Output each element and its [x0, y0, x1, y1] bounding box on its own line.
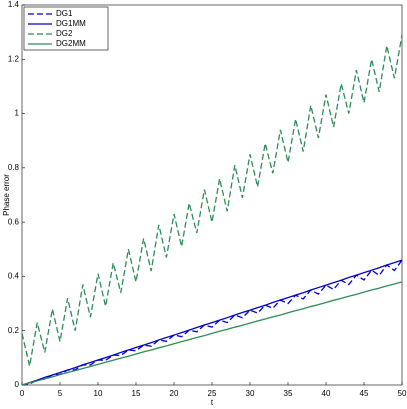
x-axis-label: t [211, 398, 214, 407]
x-tick-label: 10 [94, 389, 103, 398]
x-tick-label: 30 [246, 389, 255, 398]
y-tick-label: 0.2 [8, 326, 20, 335]
x-tick-label: 45 [360, 389, 369, 398]
x-tick-label: 50 [398, 389, 407, 398]
legend-label: DG1 [56, 9, 73, 18]
legend-label: DG2MM [56, 39, 86, 48]
series-line [21, 34, 403, 367]
y-tick-label: 0.6 [8, 217, 20, 226]
legend-label: DG2 [56, 29, 73, 38]
y-tick-label: 1.4 [8, 0, 20, 9]
x-tick-label: 5 [58, 389, 63, 398]
x-tick-label: 25 [208, 389, 217, 398]
x-tick-label: 35 [284, 389, 293, 398]
legend-label: DG1MM [56, 19, 86, 28]
y-tick-label: 1 [15, 109, 20, 118]
x-tick-label: 20 [170, 389, 179, 398]
plot-frame [21, 4, 403, 386]
x-tick-label: 15 [132, 389, 141, 398]
y-tick-label: 1.2 [8, 54, 20, 63]
series-line [21, 259, 403, 386]
y-tick-label: 0.4 [8, 272, 20, 281]
series-line [21, 259, 403, 386]
y-tick-label: 0.8 [8, 163, 20, 172]
x-tick-label: 0 [20, 389, 25, 398]
series-line [21, 281, 403, 386]
y-axis-label: Phase error [2, 174, 11, 216]
x-tick-label: 40 [322, 389, 331, 398]
y-tick-label: 0 [15, 380, 20, 389]
